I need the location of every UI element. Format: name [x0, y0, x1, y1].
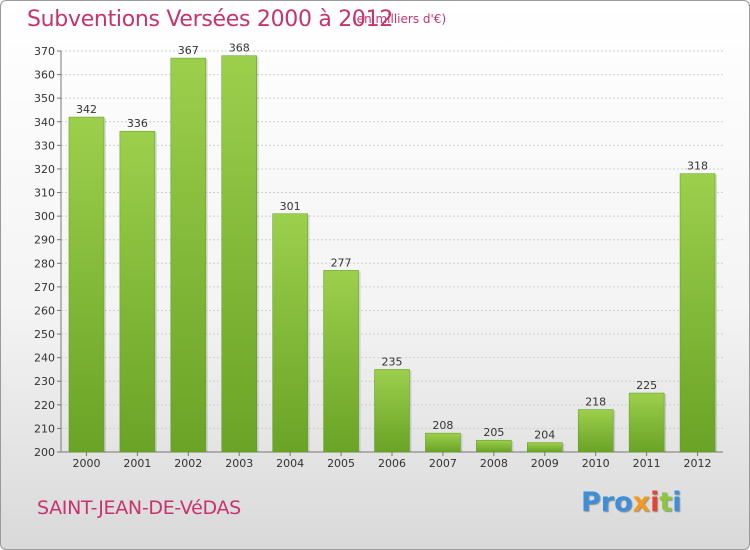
data-label: 204 [534, 429, 555, 442]
bar [577, 409, 614, 453]
bar [476, 439, 512, 453]
y-tick-label: 250 [34, 328, 55, 341]
x-tick-label: 2004 [276, 457, 304, 470]
y-tick-label: 210 [34, 422, 55, 435]
x-tick-label: 2009 [531, 457, 559, 470]
chart-title: Subventions Versées 2000 à 2012 [27, 7, 394, 32]
bar [170, 57, 207, 453]
x-tick-label: 2008 [480, 457, 508, 470]
bar [374, 369, 410, 453]
bar [68, 116, 105, 453]
y-tick-label: 240 [34, 352, 55, 365]
y-tick-label: 360 [34, 69, 55, 82]
x-tick-label: 2000 [72, 457, 100, 470]
bar [679, 173, 716, 453]
bar [221, 55, 257, 453]
y-tick-label: 200 [34, 446, 55, 459]
logo-part-4: t [659, 487, 673, 518]
logo-part-2: x [632, 487, 651, 518]
y-tick-label: 300 [34, 210, 55, 223]
x-tick-label: 2011 [633, 457, 661, 470]
y-tick-label: 320 [34, 163, 55, 176]
commune-name: SAINT-JEAN-DE-VéDAS [37, 497, 241, 519]
bars [68, 55, 718, 453]
bar [425, 432, 461, 453]
x-tick-label: 2010 [582, 457, 610, 470]
data-label: 208 [432, 419, 453, 432]
data-label: 277 [331, 256, 352, 269]
x-tick-label: 2002 [174, 457, 202, 470]
y-tick-label: 270 [34, 281, 55, 294]
y-tick-label: 220 [34, 399, 55, 412]
y-tick-label: 230 [34, 375, 55, 388]
bar [628, 392, 665, 453]
y-tick-label: 370 [34, 45, 55, 58]
proxiti-logo[interactable]: Proxiti [581, 487, 682, 518]
data-label: 218 [585, 396, 606, 409]
data-label: 368 [229, 42, 250, 55]
bar [323, 270, 359, 453]
data-label: 342 [76, 103, 97, 116]
labels: 200 210 220 230 240 250 260 270 280 290 300 310 320 3… [34, 42, 712, 470]
y-tick-label: 290 [34, 234, 55, 247]
x-tick-label: 2001 [123, 457, 151, 470]
y-tick-label: 350 [34, 92, 55, 105]
x-tick-label: 2012 [684, 457, 712, 470]
x-tick-label: 2007 [429, 457, 457, 470]
logo-part-5: i [672, 487, 682, 518]
data-label: 225 [636, 379, 657, 392]
y-tick-label: 310 [34, 187, 55, 200]
y-tick-label: 340 [34, 116, 55, 129]
bar [272, 213, 308, 453]
bar [119, 130, 156, 453]
data-label: 336 [127, 117, 148, 130]
data-label: 318 [687, 160, 708, 173]
unit-note: (en milliers d'€) [352, 12, 447, 26]
data-label: 301 [280, 200, 301, 213]
x-tick-label: 2005 [327, 457, 355, 470]
data-label: 367 [178, 44, 199, 57]
bar [527, 442, 563, 453]
y-tick-label: 330 [34, 139, 55, 152]
logo-part-1: Pro [581, 487, 633, 518]
x-tick-label: 2003 [225, 457, 253, 470]
data-label: 235 [382, 355, 403, 368]
y-tick-label: 280 [34, 257, 55, 270]
data-label: 205 [483, 426, 504, 439]
y-tick-label: 260 [34, 304, 55, 317]
logo-part-3: i [650, 487, 660, 518]
x-tick-label: 2006 [378, 457, 406, 470]
